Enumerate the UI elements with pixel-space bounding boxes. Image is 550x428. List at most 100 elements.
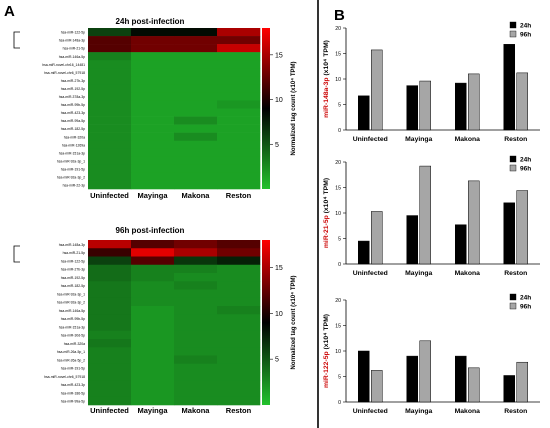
heatmap-cell <box>131 264 175 274</box>
row-label: hsa-miR-21-5p <box>63 251 86 255</box>
heatmap-cell <box>217 396 261 406</box>
heatmap-cell <box>174 248 218 257</box>
column-label: Mayinga <box>137 406 168 415</box>
heatmap-cell <box>88 92 132 101</box>
bar-96h <box>516 72 528 131</box>
column-label: Reston <box>226 191 252 200</box>
row-label: hsa-miR-122-5p <box>61 259 85 263</box>
heatmap-cell <box>88 355 132 365</box>
row-label: hsa-miR-30d-5p <box>61 334 85 338</box>
bar-24h <box>503 44 515 131</box>
heatmap-cell <box>131 60 175 69</box>
row-label: hsa-miR-novel-chr16_14481 <box>42 63 85 67</box>
column-label: Uninfected <box>90 191 129 200</box>
heatmap-cell <box>174 68 218 77</box>
heatmap-cell <box>217 355 261 365</box>
bar-chart: 0 5 10 15 20 Uninfected Mayinga Makona Reston 24h… <box>323 293 540 415</box>
legend-swatch <box>509 21 517 29</box>
row-label: hsa-miR-320a <box>64 135 85 139</box>
row-label: hsa-miR-22-3p <box>63 184 86 188</box>
x-category-label: Mayinga <box>405 270 432 277</box>
heatmap-cell <box>174 156 218 166</box>
legend-label: 24h <box>520 23 531 30</box>
heatmap-cell <box>131 289 175 299</box>
column-label: Makona <box>182 191 211 200</box>
heatmap-cell <box>88 248 132 257</box>
heatmap-cell <box>217 124 261 133</box>
heatmap-cell <box>217 297 261 307</box>
heatmap-cell <box>131 347 175 356</box>
heatmap-cell <box>131 306 175 315</box>
heatmap-cell <box>174 355 218 365</box>
heatmap-cell <box>131 124 175 133</box>
bar-charts: 0 5 10 15 20 Uninfected Mayinga Makona Reston 24h… <box>323 21 540 415</box>
column-label: Mayinga <box>137 191 168 200</box>
bar-96h <box>468 73 480 131</box>
x-category-label: Makona <box>455 136 481 143</box>
heatmap-cell <box>131 240 175 249</box>
heatmap-cell <box>131 116 175 125</box>
heatmap-cell <box>217 363 261 373</box>
colorbar-tick-label: 10 <box>275 97 283 104</box>
heatmap-cell <box>88 339 132 348</box>
y-tick-label: 15 <box>335 186 341 192</box>
heatmap-cell <box>174 330 218 340</box>
heatmap-cell <box>131 132 175 141</box>
heatmap-cell <box>217 84 261 93</box>
heatmap-cell <box>174 84 218 93</box>
row-label: hsa-miR-186-5p <box>61 391 85 395</box>
bar-96h <box>468 180 480 265</box>
heatmap-cell <box>174 363 218 373</box>
heatmap-cell <box>174 256 218 266</box>
heatmap-cell <box>88 180 132 190</box>
row-label: hsa-miR-182-5p <box>61 127 85 131</box>
heatmap-cell <box>88 60 132 69</box>
heatmap-cell <box>131 84 175 93</box>
heatmap-96h: 96h post-infection hsa-miR-148a-3p hsa-mi… <box>13 226 297 415</box>
heatmap-cell <box>174 273 218 282</box>
heatmap-cell <box>131 273 175 282</box>
heatmap-cell <box>88 297 132 307</box>
heatmap-cell <box>174 108 218 117</box>
y-tick-label: 15 <box>335 324 341 330</box>
colorbar-title: Normalized tag count (x10⁴ TPM) <box>291 62 297 156</box>
heatmap-cell <box>131 52 175 61</box>
heatmap-cell <box>88 240 132 249</box>
y-tick-label: 10 <box>335 349 341 355</box>
row-label: hsa-miR-99a-5p <box>61 400 85 404</box>
row-label: hsa-miR-26a-5p_1 <box>57 350 85 354</box>
heatmap-cell <box>174 339 218 348</box>
heatmap-cell <box>131 148 175 158</box>
heatmap-cell <box>174 240 218 249</box>
bar-24h <box>406 355 418 403</box>
heatmap-cell <box>217 28 261 37</box>
heatmap-cell <box>217 52 261 61</box>
row-label: hsa-miR-148a-3p <box>59 39 85 43</box>
heatmap-cell <box>217 248 261 257</box>
heatmap-cell <box>88 164 132 174</box>
heatmap-cell <box>88 84 132 93</box>
heatmap-cell <box>217 60 261 69</box>
heatmap-cell <box>174 124 218 133</box>
bar-24h <box>358 240 370 265</box>
heatmap-cell <box>88 314 132 323</box>
heatmap-cell <box>174 396 218 406</box>
heatmap-cell <box>217 256 261 266</box>
colorbar <box>262 28 270 189</box>
colorbar-tick-label: 5 <box>275 357 279 364</box>
heatmap-cell <box>217 281 261 290</box>
row-label: hsa-miR-320a <box>64 342 85 346</box>
heatmap-cell <box>217 44 261 53</box>
x-category-label: Mayinga <box>405 136 432 143</box>
heatmap-cell <box>174 132 218 141</box>
row-label: hsa-miR-182-5p <box>61 284 85 288</box>
heatmap-cell <box>131 256 175 266</box>
bar-24h <box>503 375 515 403</box>
heatmap-cell <box>88 380 132 389</box>
row-label: hsa-miR-146a-5p <box>59 55 85 59</box>
heatmap-cell <box>174 347 218 356</box>
heatmap-cell <box>174 380 218 389</box>
legend-label: 96h <box>520 304 531 311</box>
heatmap-cell <box>88 28 132 37</box>
